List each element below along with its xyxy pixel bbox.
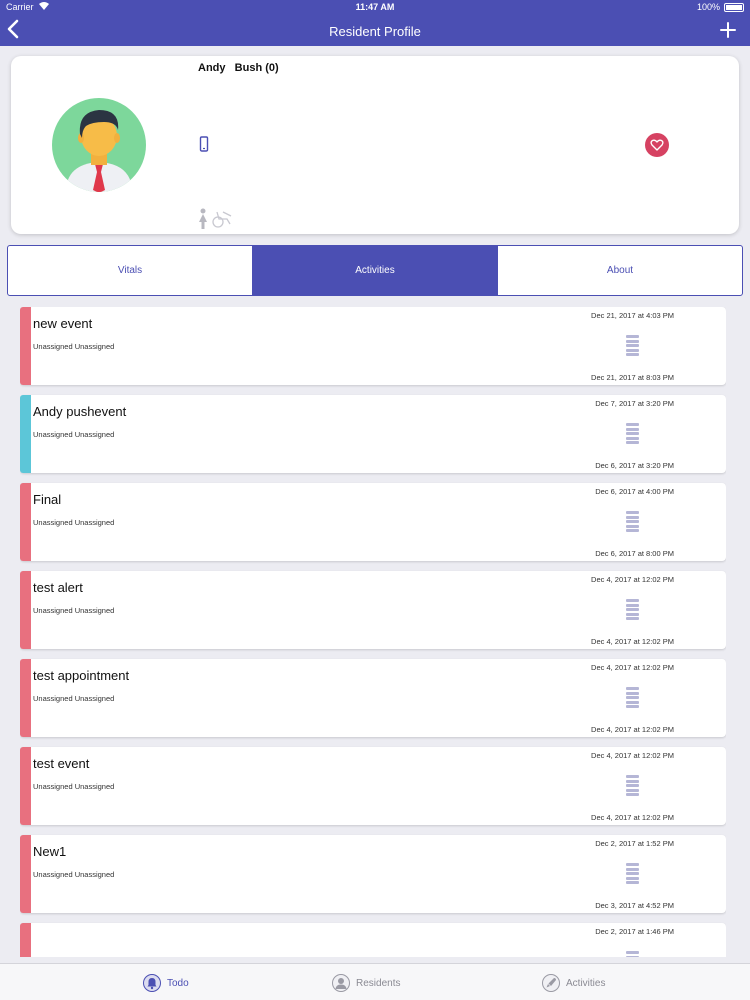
- rocket-icon: [542, 974, 560, 992]
- activity-start-time: Dec 6, 2017 at 4:00 PM: [595, 487, 674, 496]
- battery-percent: 100%: [696, 2, 720, 12]
- activity-title: Andy pushevent: [33, 404, 127, 419]
- chevron-left-icon: [7, 19, 19, 39]
- tabbar-label-todo: Todo: [167, 977, 189, 989]
- resident-avatar[interactable]: [52, 98, 146, 192]
- activity-color-bar: [20, 835, 31, 913]
- activity-start-time: Dec 21, 2017 at 4:03 PM: [591, 311, 674, 320]
- activity-color-bar: [20, 395, 31, 473]
- activity-card[interactable]: Final Unassigned Unassigned Dec 6, 2017 at…: [20, 483, 726, 561]
- activity-title: new event: [33, 316, 93, 331]
- tabbar-item-residents[interactable]: Residents: [332, 973, 400, 993]
- activity-end-time: Dec 4, 2017 at 12:02 PM: [591, 813, 674, 822]
- nav-header: Carrier 11:47 AM 100% Resident Profile: [0, 0, 750, 46]
- activity-end-time: Dec 21, 2017 at 8:03 PM: [591, 373, 674, 382]
- activity-end-time: Dec 3, 2017 at 4:52 PM: [595, 901, 674, 910]
- user-avatar-icon: [66, 110, 132, 192]
- activity-assignee: Unassigned Unassigned: [33, 606, 115, 615]
- tab-activities[interactable]: Activities: [252, 246, 497, 295]
- favorite-button[interactable]: [645, 133, 669, 157]
- status-bar: Carrier 11:47 AM 100%: [0, 0, 750, 14]
- activity-start-time: Dec 2, 2017 at 1:52 PM: [595, 839, 674, 848]
- activity-title: test event: [33, 756, 90, 771]
- activity-start-time: Dec 2, 2017 at 1:46 PM: [595, 927, 674, 936]
- resident-name: Andy Bush (0): [198, 62, 279, 74]
- activity-color-bar: [20, 747, 31, 825]
- activity-card[interactable]: test alert Unassigned Unassigned Dec 4, 20…: [20, 571, 726, 649]
- activity-assignee: Unassigned Unassigned: [33, 782, 115, 791]
- page-title: Resident Profile: [329, 24, 421, 39]
- activity-title: Final: [33, 492, 62, 507]
- tab-vitals[interactable]: Vitals: [117, 265, 143, 276]
- tabbar-label-activities: Activities: [566, 977, 606, 989]
- drag-handle-icon[interactable]: [626, 599, 639, 621]
- activity-color-bar: [20, 483, 31, 561]
- activity-title: test appointment: [33, 668, 130, 683]
- tabbar-item-activities[interactable]: Activities: [542, 973, 605, 993]
- activity-end-time: Dec 6, 2017 at 8:00 PM: [595, 549, 674, 558]
- back-button[interactable]: [6, 19, 26, 43]
- drag-handle-icon[interactable]: [626, 775, 639, 797]
- activity-color-bar: [20, 571, 31, 649]
- activity-start-time: Dec 4, 2017 at 12:02 PM: [591, 663, 674, 672]
- activity-color-bar: [20, 307, 31, 385]
- activity-end-time: Dec 4, 2017 at 12:02 PM: [591, 637, 674, 646]
- plus-icon: [720, 22, 736, 38]
- activity-card[interactable]: test appointment Unassigned Unassigned Dec…: [20, 659, 726, 737]
- drag-handle-icon[interactable]: [626, 511, 639, 533]
- activity-start-time: Dec 4, 2017 at 12:02 PM: [591, 751, 674, 760]
- activity-title: test alert: [33, 580, 83, 595]
- battery-icon: [724, 3, 744, 12]
- activity-start-time: Dec 7, 2017 at 3:20 PM: [595, 399, 674, 408]
- activity-card[interactable]: new event Unassigned Unassigned Dec 21, 20…: [20, 307, 726, 385]
- add-button[interactable]: [716, 18, 740, 42]
- activity-start-time: Dec 4, 2017 at 12:02 PM: [591, 575, 674, 584]
- carrier-label: Carrier: [6, 2, 34, 12]
- drag-handle-icon[interactable]: [626, 951, 639, 957]
- tab-about[interactable]: About: [497, 246, 742, 295]
- activity-card[interactable]: New1 Unassigned Unassigned Dec 2, 2017 at …: [20, 835, 726, 913]
- activity-card[interactable]: test event Unassigned Unassigned Dec 4, 20…: [20, 747, 726, 825]
- heart-icon: [650, 139, 664, 151]
- activity-end-time: Dec 4, 2017 at 12:02 PM: [591, 725, 674, 734]
- activity-assignee: Unassigned Unassigned: [33, 694, 115, 703]
- drag-handle-icon[interactable]: [626, 423, 639, 445]
- wheelchair-icon: [211, 210, 233, 228]
- bottom-tab-bar: Todo Residents Activities: [0, 963, 750, 1000]
- person-icon: [332, 974, 350, 992]
- drag-handle-icon[interactable]: [626, 863, 639, 885]
- activity-assignee: Unassigned Unassigned: [33, 870, 115, 879]
- phone-icon[interactable]: [199, 136, 209, 152]
- bell-icon: [143, 974, 161, 992]
- activity-color-bar: [20, 923, 31, 957]
- activity-color-bar: [20, 659, 31, 737]
- activity-end-time: Dec 6, 2017 at 3:20 PM: [595, 461, 674, 470]
- resident-profile-card: Andy Bush (0): [11, 56, 739, 234]
- activity-list[interactable]: new event Unassigned Unassigned Dec 21, 20…: [20, 307, 726, 957]
- activity-assignee: Unassigned Unassigned: [33, 342, 115, 351]
- wifi-icon: [38, 1, 50, 13]
- female-icon: [198, 208, 208, 230]
- tabbar-item-todo[interactable]: Todo: [143, 973, 189, 993]
- drag-handle-icon[interactable]: [626, 687, 639, 709]
- activity-assignee: Unassigned Unassigned: [33, 430, 115, 439]
- activity-title: New1: [33, 844, 67, 859]
- drag-handle-icon[interactable]: [626, 335, 639, 357]
- profile-tabs: Vitals Activities About: [7, 245, 743, 296]
- status-time: 11:47 AM: [355, 2, 395, 12]
- activity-assignee: Unassigned Unassigned: [33, 518, 115, 527]
- activity-card[interactable]: Andy pushevent Unassigned Unassigned Dec 7…: [20, 395, 726, 473]
- tabbar-label-residents: Residents: [356, 977, 401, 989]
